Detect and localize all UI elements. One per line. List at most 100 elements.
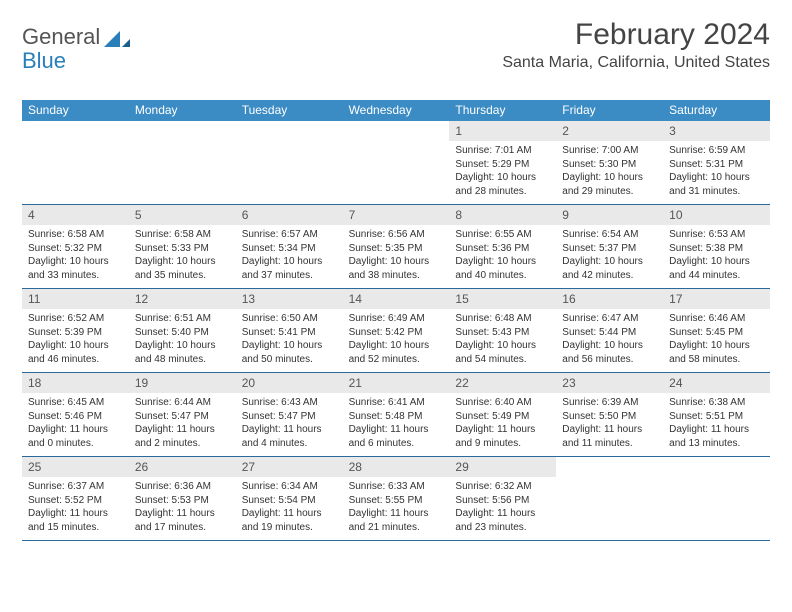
day-cell: 29Sunrise: 6:32 AMSunset: 5:56 PMDayligh… (449, 457, 556, 540)
day-header-wednesday: Wednesday (343, 100, 450, 121)
sunrise-line: Sunrise: 6:38 AM (669, 396, 764, 410)
daylight-line: Daylight: 11 hours and 13 minutes. (669, 423, 764, 450)
day-cell: 14 Sunrise: 6:49 AMSunset: 5:42 PMDayligh… (343, 289, 450, 372)
sunrise-line: Sunrise: 6:58 AM (135, 228, 230, 242)
day-cell: 2Sunrise: 7:00 AMSunset: 5:30 PMDaylight… (556, 121, 663, 204)
day-content: Sunrise: 7:00 AMSunset: 5:30 PMDaylight:… (556, 141, 663, 204)
sunrise-line: Sunrise: 6:51 AM (135, 312, 230, 326)
week-row: 1Sunrise: 7:01 AMSunset: 5:29 PMDaylight… (22, 121, 770, 205)
sunset-line: Sunset: 5:30 PM (562, 158, 657, 172)
logo: General (22, 18, 134, 50)
sunset-line: Sunset: 5:29 PM (455, 158, 550, 172)
daylight-line: Daylight: 10 hours and 33 minutes. (28, 255, 123, 282)
day-number: 17 (663, 289, 770, 309)
sunrise-line: Sunrise: 6:47 AM (562, 312, 657, 326)
daylight-line: Daylight: 10 hours and 37 minutes. (242, 255, 337, 282)
day-number: 15 (449, 289, 556, 309)
sunset-line: Sunset: 5:39 PM (28, 326, 123, 340)
daylight-line: Daylight: 11 hours and 19 minutes. (242, 507, 337, 534)
day-cell: 19Sunrise: 6:44 AMSunset: 5:47 PMDayligh… (129, 373, 236, 456)
sunrise-line: Sunrise: 7:01 AM (455, 144, 550, 158)
day-content: Sunrise: 6:44 AMSunset: 5:47 PMDaylight:… (129, 393, 236, 456)
day-number: 2 (556, 121, 663, 141)
sunrise-line: Sunrise: 6:50 AM (242, 312, 337, 326)
day-content: Sunrise: 6:51 AMSunset: 5:40 PMDaylight:… (129, 309, 236, 372)
sunrise-line: Sunrise: 6:34 AM (242, 480, 337, 494)
sunset-line: Sunset: 5:32 PM (28, 242, 123, 256)
day-number: 22 (449, 373, 556, 393)
day-content: Sunrise: 6:58 AMSunset: 5:33 PMDaylight:… (129, 225, 236, 288)
daylight-line: Daylight: 10 hours and 35 minutes. (135, 255, 230, 282)
sunrise-line: Sunrise: 6:58 AM (28, 228, 123, 242)
day-content: Sunrise: 6:46 AMSunset: 5:45 PMDaylight:… (663, 309, 770, 372)
day-cell: 9Sunrise: 6:54 AMSunset: 5:37 PMDaylight… (556, 205, 663, 288)
day-cell: 28Sunrise: 6:33 AMSunset: 5:55 PMDayligh… (343, 457, 450, 540)
sunrise-line: Sunrise: 6:32 AM (455, 480, 550, 494)
sunset-line: Sunset: 5:54 PM (242, 494, 337, 508)
day-cell: 8Sunrise: 6:55 AMSunset: 5:36 PMDaylight… (449, 205, 556, 288)
daylight-line: Daylight: 11 hours and 9 minutes. (455, 423, 550, 450)
day-content: Sunrise: 6:57 AMSunset: 5:34 PMDaylight:… (236, 225, 343, 288)
day-number: 24 (663, 373, 770, 393)
day-cell: 6Sunrise: 6:57 AMSunset: 5:34 PMDaylight… (236, 205, 343, 288)
day-header-friday: Friday (556, 100, 663, 121)
day-content: Sunrise: 6:36 AMSunset: 5:53 PMDaylight:… (129, 477, 236, 540)
weeks-container: 1Sunrise: 7:01 AMSunset: 5:29 PMDaylight… (22, 121, 770, 541)
day-cell: 12Sunrise: 6:51 AMSunset: 5:40 PMDayligh… (129, 289, 236, 372)
day-cell: 1Sunrise: 7:01 AMSunset: 5:29 PMDaylight… (449, 121, 556, 204)
sunset-line: Sunset: 5:56 PM (455, 494, 550, 508)
sunrise-line: Sunrise: 6:39 AM (562, 396, 657, 410)
day-content: Sunrise: 6:37 AMSunset: 5:52 PMDaylight:… (22, 477, 129, 540)
day-header-thursday: Thursday (449, 100, 556, 121)
day-content: Sunrise: 6:53 AMSunset: 5:38 PMDaylight:… (663, 225, 770, 288)
day-cell: 25Sunrise: 6:37 AMSunset: 5:52 PMDayligh… (22, 457, 129, 540)
daylight-line: Daylight: 11 hours and 2 minutes. (135, 423, 230, 450)
sunset-line: Sunset: 5:36 PM (455, 242, 550, 256)
week-row: 25Sunrise: 6:37 AMSunset: 5:52 PMDayligh… (22, 457, 770, 541)
location: Santa Maria, California, United States (502, 54, 770, 72)
sunrise-line: Sunrise: 6:37 AM (28, 480, 123, 494)
daylight-line: Daylight: 10 hours and 52 minutes. (349, 339, 444, 366)
sunset-line: Sunset: 5:31 PM (669, 158, 764, 172)
day-content: Sunrise: 6:41 AMSunset: 5:48 PMDaylight:… (343, 393, 450, 456)
sunset-line: Sunset: 5:46 PM (28, 410, 123, 424)
day-cell: 22Sunrise: 6:40 AMSunset: 5:49 PMDayligh… (449, 373, 556, 456)
sunset-line: Sunset: 5:37 PM (562, 242, 657, 256)
logo-blue-row: Blue (22, 48, 66, 74)
sunset-line: Sunset: 5:48 PM (349, 410, 444, 424)
sunset-line: Sunset: 5:49 PM (455, 410, 550, 424)
day-cell: 13Sunrise: 6:50 AMSunset: 5:41 PMDayligh… (236, 289, 343, 372)
daylight-line: Daylight: 10 hours and 42 minutes. (562, 255, 657, 282)
daylight-line: Daylight: 10 hours and 56 minutes. (562, 339, 657, 366)
day-header-row: SundayMondayTuesdayWednesdayThursdayFrid… (22, 100, 770, 121)
daylight-line: Daylight: 10 hours and 50 minutes. (242, 339, 337, 366)
title-block: February 2024 Santa Maria, California, U… (502, 18, 770, 72)
day-content: Sunrise: 6:55 AMSunset: 5:36 PMDaylight:… (449, 225, 556, 288)
sunrise-line: Sunrise: 7:00 AM (562, 144, 657, 158)
sunset-line: Sunset: 5:50 PM (562, 410, 657, 424)
day-number: 4 (22, 205, 129, 225)
day-number: 18 (22, 373, 129, 393)
empty-cell (556, 457, 663, 540)
day-content: Sunrise: 6:58 AMSunset: 5:32 PMDaylight:… (22, 225, 129, 288)
day-number: 20 (236, 373, 343, 393)
day-cell: 11Sunrise: 6:52 AMSunset: 5:39 PMDayligh… (22, 289, 129, 372)
daylight-line: Daylight: 10 hours and 46 minutes. (28, 339, 123, 366)
sunrise-line: Sunrise: 6:49 AM (349, 312, 444, 326)
day-header-monday: Monday (129, 100, 236, 121)
day-cell: 5Sunrise: 6:58 AMSunset: 5:33 PMDaylight… (129, 205, 236, 288)
day-content: Sunrise: 6:50 AMSunset: 5:41 PMDaylight:… (236, 309, 343, 372)
day-content: Sunrise: 6:59 AMSunset: 5:31 PMDaylight:… (663, 141, 770, 204)
daylight-line: Daylight: 10 hours and 48 minutes. (135, 339, 230, 366)
day-number: 9 (556, 205, 663, 225)
daylight-line: Daylight: 10 hours and 38 minutes. (349, 255, 444, 282)
header: General February 2024 Santa Maria, Calif… (22, 18, 770, 72)
sunrise-line: Sunrise: 6:55 AM (455, 228, 550, 242)
day-number: 7 (343, 205, 450, 225)
day-cell: 15Sunrise: 6:48 AMSunset: 5:43 PMDayligh… (449, 289, 556, 372)
sunset-line: Sunset: 5:42 PM (349, 326, 444, 340)
empty-cell (236, 121, 343, 204)
calendar: SundayMondayTuesdayWednesdayThursdayFrid… (22, 100, 770, 541)
day-cell: 23Sunrise: 6:39 AMSunset: 5:50 PMDayligh… (556, 373, 663, 456)
day-number: 14 (343, 289, 450, 309)
